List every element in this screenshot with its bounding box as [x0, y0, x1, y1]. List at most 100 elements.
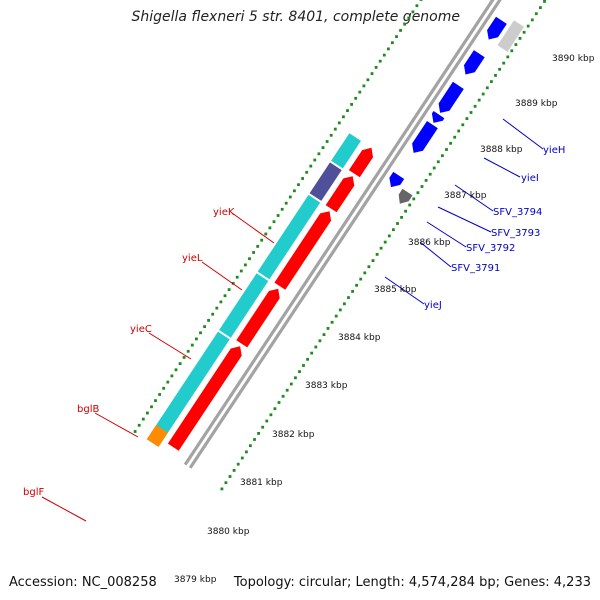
- tick-dot: [297, 183, 300, 187]
- tick-dot: [174, 368, 178, 372]
- tick-dot: [309, 164, 313, 168]
- tick-dot: [236, 462, 240, 466]
- tick-dot: [334, 314, 338, 318]
- tick-dot: [178, 362, 182, 365]
- gene-label-yieI: yieI: [521, 173, 539, 184]
- leader-line: [94, 412, 139, 438]
- tick-dot: [310, 351, 314, 355]
- cds-track-yieK: [331, 133, 361, 169]
- tick-dot: [473, 104, 477, 108]
- label-leader-lines: [41, 118, 544, 522]
- tick-dot: [244, 263, 247, 267]
- tick-dot: [347, 296, 350, 299]
- tick-dot: [350, 103, 353, 106]
- tick-dot: [351, 290, 354, 293]
- tick-dot: [330, 320, 334, 324]
- tick-dot: [281, 394, 285, 398]
- tick-dot: [539, 6, 542, 9]
- gene-features: [146, 16, 524, 451]
- cds-track-yieC: [257, 194, 321, 280]
- tick-dot: [162, 386, 166, 390]
- tick-dot: [268, 226, 272, 230]
- gene-label-bglB: bglB: [77, 404, 99, 415]
- tick-dot: [245, 450, 248, 454]
- gene-start-orange: [146, 425, 168, 447]
- tick-dot: [317, 152, 321, 156]
- tick-dot: [223, 294, 227, 298]
- leader-line: [419, 241, 452, 268]
- tick-dot: [322, 333, 326, 336]
- tick-dot: [289, 382, 293, 386]
- tick-dot: [190, 343, 194, 347]
- tick-dot: [249, 444, 252, 448]
- gene-yieL: [325, 176, 355, 213]
- scale-label: 3889 kbp: [515, 99, 558, 109]
- tick-dot: [378, 59, 382, 63]
- tick-dot: [354, 96, 358, 100]
- gene-label-yieC: yieC: [130, 324, 152, 335]
- tick-dot: [288, 195, 292, 199]
- tick-dot: [261, 425, 265, 429]
- tick-dot: [227, 288, 231, 291]
- tick-dot: [220, 487, 224, 491]
- tick-dot: [305, 170, 309, 174]
- tick-dot: [302, 364, 305, 367]
- tick-dot: [306, 357, 309, 361]
- tick-dot: [461, 123, 465, 127]
- scale-label: 3881 kbp: [240, 478, 283, 488]
- tick-dot: [395, 35, 398, 38]
- tick-dot: [392, 228, 395, 232]
- tick-dot: [441, 154, 444, 158]
- tick-dot: [502, 61, 506, 65]
- tick-dot: [412, 197, 416, 201]
- tick-dot: [407, 16, 411, 20]
- scale-label: 3884 kbp: [338, 333, 381, 343]
- tick-dot: [146, 411, 149, 415]
- tick-dot: [329, 133, 333, 137]
- tick-dot: [419, 0, 423, 1]
- tick-dot: [469, 111, 473, 114]
- tick-dot: [420, 185, 424, 188]
- tick-dot: [530, 18, 534, 22]
- tick-dot: [411, 10, 415, 14]
- tick-dot: [219, 300, 223, 304]
- tick-dot: [359, 277, 363, 281]
- scale-label: 3887 kbp: [444, 191, 487, 201]
- tick-dot: [371, 259, 375, 262]
- tick-dot: [133, 430, 137, 433]
- tick-dot: [260, 238, 264, 242]
- tick-dot: [366, 78, 370, 82]
- tick-dot: [396, 222, 399, 225]
- tick-dot: [257, 432, 260, 435]
- tick-dot: [391, 41, 394, 45]
- tick-dot: [141, 417, 145, 421]
- tick-dot: [424, 179, 428, 182]
- tick-dot: [269, 413, 273, 417]
- tick-dot: [457, 129, 461, 133]
- tick-dot: [273, 407, 277, 411]
- tick-dot: [224, 481, 228, 485]
- tick-dot: [211, 312, 215, 316]
- tick-dot: [363, 271, 367, 275]
- tick-dot: [154, 399, 157, 402]
- tick-dot: [534, 12, 538, 16]
- tick-dot: [338, 308, 342, 312]
- gene-SFV_3794: [438, 81, 464, 113]
- gene-yieC: [274, 211, 332, 290]
- gene-light-1: [497, 20, 524, 52]
- scale-label: 3880 kbp: [207, 527, 250, 537]
- gene-yieH: [487, 16, 507, 40]
- tick-dot: [343, 302, 346, 306]
- tick-dot: [314, 345, 318, 349]
- tick-dot: [408, 203, 412, 207]
- tick-dot: [186, 349, 190, 353]
- tick-dot: [477, 98, 481, 102]
- leader-line: [502, 118, 544, 150]
- gene-label-yieJ: yieJ: [424, 300, 442, 311]
- leader-line: [454, 184, 494, 212]
- tick-dot: [449, 141, 452, 145]
- gene-label-yieK: yieK: [213, 207, 235, 218]
- tick-dot: [522, 30, 526, 34]
- tick-dot: [415, 4, 419, 8]
